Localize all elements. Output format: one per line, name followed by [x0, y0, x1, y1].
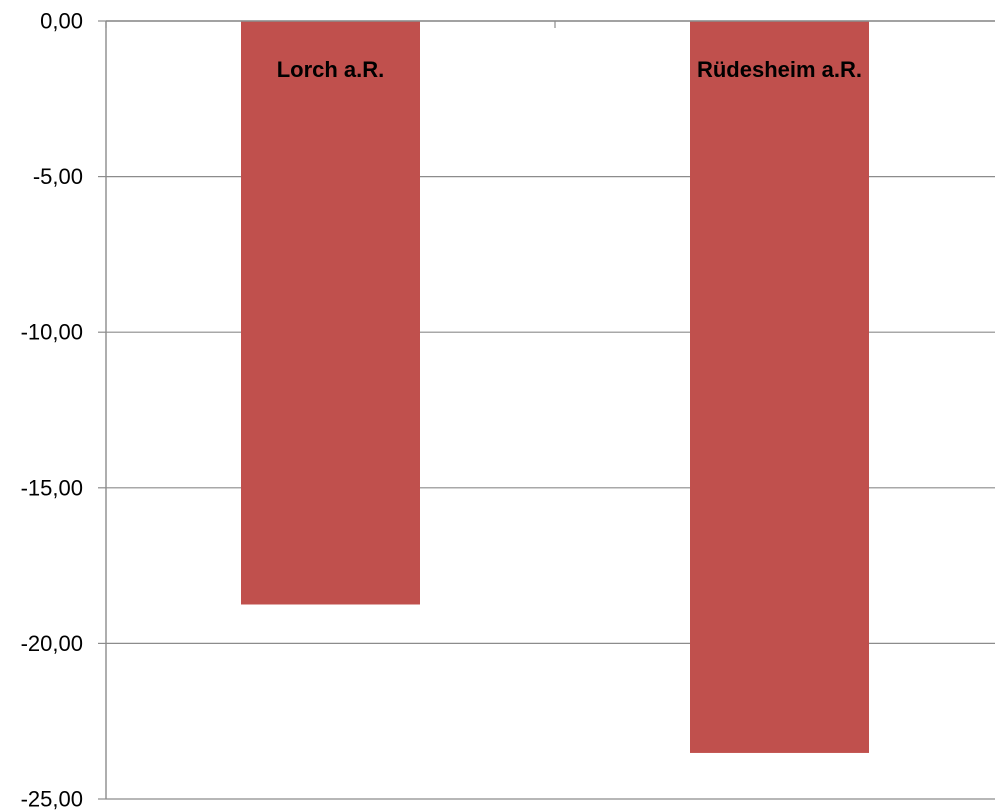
y-tick-label: -10,00	[21, 320, 83, 345]
y-tick-label: -25,00	[21, 787, 83, 812]
category-label: Rüdesheim a.R.	[697, 57, 862, 82]
bar	[690, 21, 869, 753]
axes	[98, 20, 995, 800]
bar	[241, 21, 420, 605]
y-tick-labels: 0,00 -5,00 -10,00 -15,00 -20,00 -25,00	[21, 9, 83, 812]
bars	[241, 21, 869, 753]
y-tick-label: -20,00	[21, 631, 83, 656]
category-label: Lorch a.R.	[277, 57, 385, 82]
y-tick-label: -5,00	[33, 164, 83, 189]
y-tick-label: 0,00	[40, 9, 83, 34]
y-tick-label: -15,00	[21, 475, 83, 500]
category-labels: Lorch a.R. Rüdesheim a.R.	[277, 57, 862, 82]
